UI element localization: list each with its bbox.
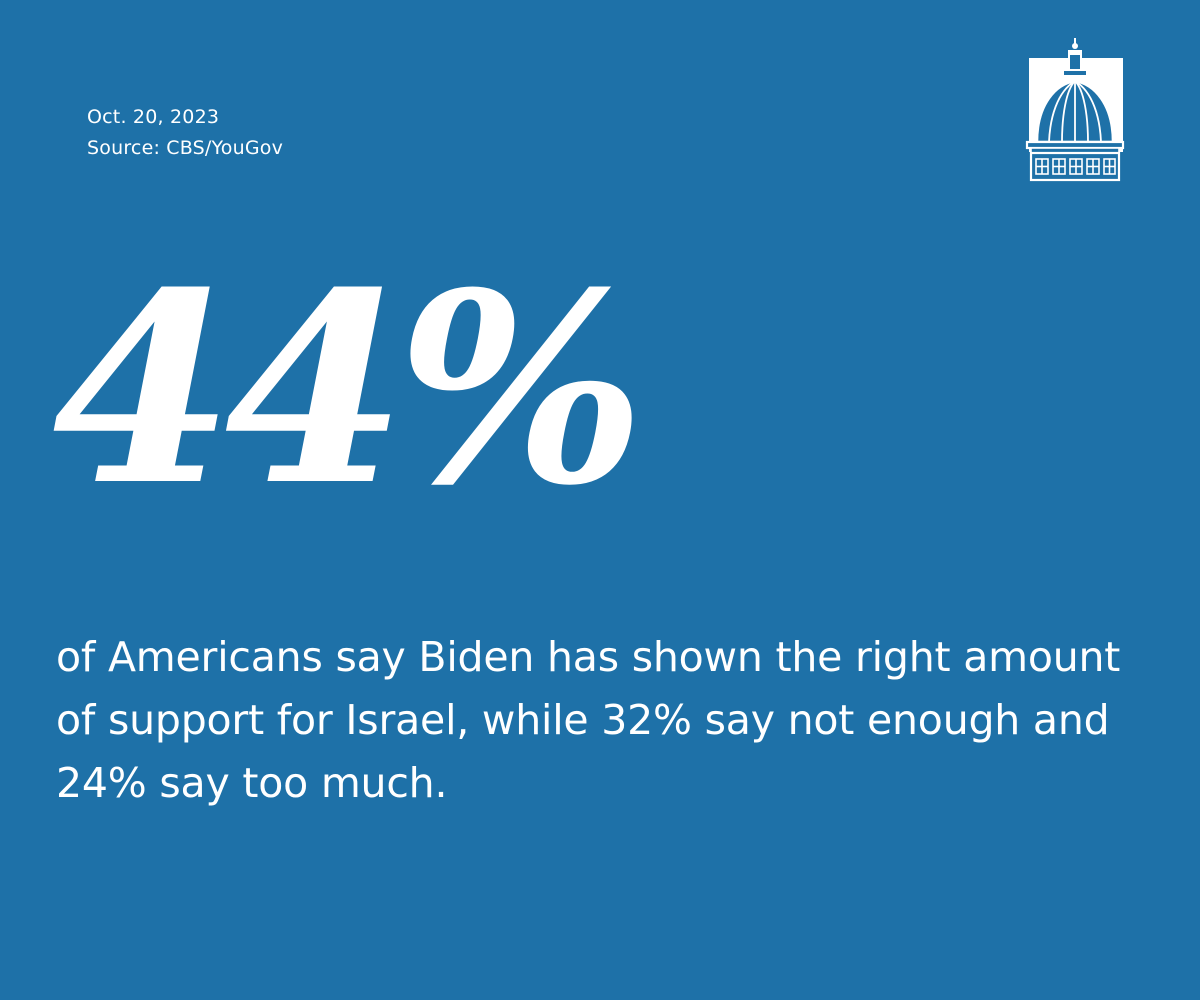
date-label: Oct. 20, 2023 bbox=[87, 106, 220, 128]
stat-description: of Americans say Biden has shown the rig… bbox=[56, 633, 1121, 807]
source-label: Source: CBS/YouGov bbox=[87, 137, 284, 159]
capitol-dome-icon bbox=[1022, 38, 1126, 184]
source-info: Oct. 20, 2023 Source: CBS/YouGov bbox=[87, 102, 283, 164]
headline-percentage: 44% bbox=[52, 235, 646, 543]
